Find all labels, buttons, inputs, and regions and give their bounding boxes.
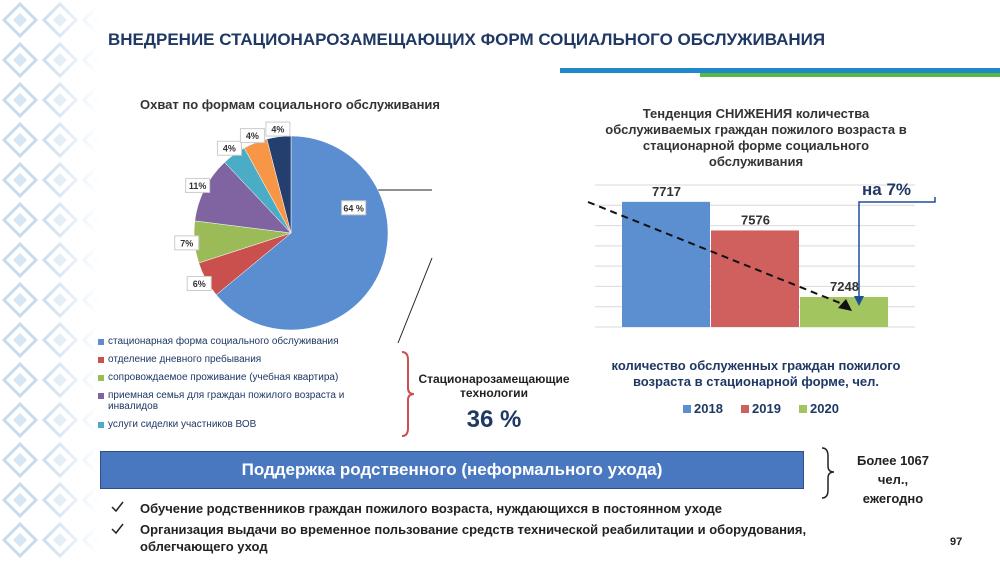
data-label: 4% [271,125,284,135]
bar-title: Тенденция СНИЖЕНИЯ количества обслуживае… [605,106,907,169]
slide-title: ВНЕДРЕНИЕ СТАЦИОНАРОЗАМЕЩАЮЩИХ ФОРМ СОЦИ… [108,30,826,49]
legend-item: услуги сиделки участников ВОВ [98,419,388,430]
legend-label: 2018 [694,401,723,416]
label-box [341,200,367,216]
legend-swatch [98,375,104,381]
pie-slice [215,135,389,331]
legend-label: приемная семья для граждан пожилого возр… [108,390,345,412]
data-label: 6% [193,279,206,289]
data-label: 4% [246,131,259,141]
legend-label: 2019 [752,401,781,416]
annotation-arrow [858,197,936,300]
legend-label: услуги сиделки участников ВОВ [108,419,257,430]
label-box [216,140,242,156]
legend-label: 2020 [810,401,839,416]
legend-label: сопровождаемое проживание (учебная кварт… [108,372,339,383]
data-label: 7576 [741,212,770,227]
pie-slice [266,135,292,234]
annotation-arrowhead [854,296,864,306]
pie-legend: стационарная форма социального обслужива… [98,336,388,437]
legend-swatch [98,339,104,345]
bar [711,230,799,327]
trend-line [587,201,846,306]
data-label: 4% [223,144,236,154]
trend-arrow [838,299,852,311]
annotation: на 7% [862,180,911,199]
data-label: 7248 [830,279,859,294]
label-box [239,128,265,144]
note-label: Стационарозамещающие технологии [418,372,570,400]
legend-label: стационарная форма социального обслужива… [108,336,339,347]
legend-swatch [683,405,691,413]
legend-swatch [98,357,104,363]
data-label: 7717 [652,184,681,199]
label-box [185,177,211,193]
legend-item: приемная семья для граждан пожилого возр… [98,390,388,412]
legend-swatch [741,405,749,413]
legend-label: отделение дневного пребывания [108,354,262,365]
data-label: 7% [180,238,193,248]
pie-title: Охват по формам социального обслуживания [140,97,441,112]
label-box [174,235,200,251]
data-label: 11% [189,181,207,191]
legend-swatch [98,422,104,428]
bar [622,201,710,327]
label-box [186,275,212,291]
data-label: 64 % [343,203,364,213]
bullet: Обучение родственников граждан пожилого … [140,501,722,516]
legend-swatch [799,405,807,413]
banner: Поддержка родственного (неформального ух… [100,451,804,489]
legend-swatch [98,393,104,399]
legend-item: отделение дневного пребывания [98,354,388,365]
bullet: Организация выдачи во временное пользова… [140,522,807,554]
note-value: 36 % [466,406,522,433]
page-number: 97 [950,536,963,548]
label-box [265,121,291,137]
legend-item: сопровождаемое проживание (учебная кварт… [98,372,388,383]
side-note: Более 1067 чел., ежегодно [856,453,930,506]
legend-item: стационарная форма социального обслужива… [98,336,388,347]
bar-x-label: количество обслуженных граждан пожилого … [611,358,901,389]
